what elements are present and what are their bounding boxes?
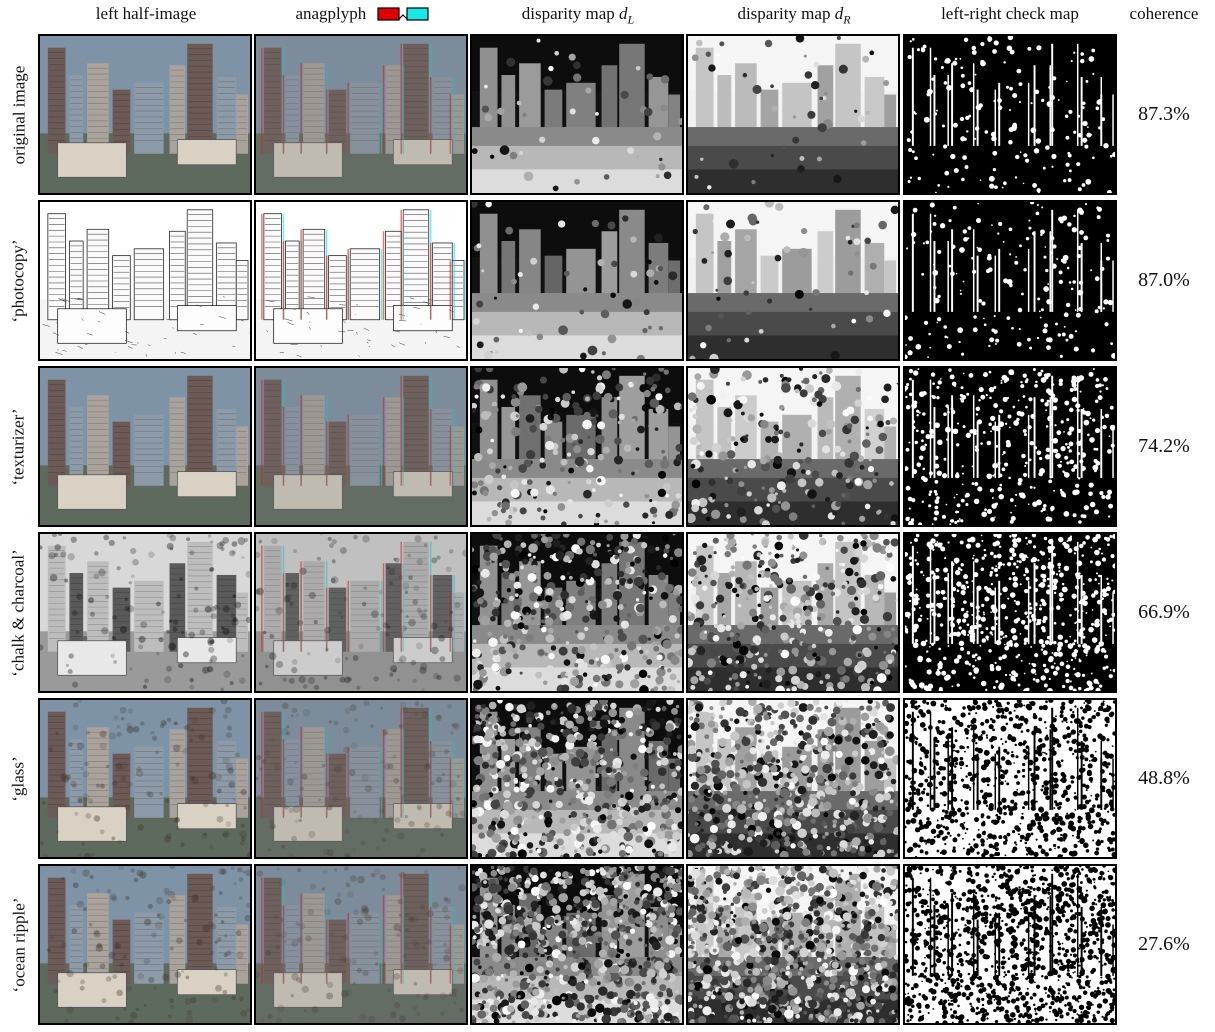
- row-label-text: ‘texturizer’: [9, 407, 28, 486]
- disparity-right-prefix: disparity map: [737, 4, 835, 23]
- disparity-right-sub: R: [843, 12, 851, 27]
- row-label: ‘photocopy’: [4, 200, 34, 361]
- left-right-check-map: [903, 532, 1117, 693]
- row-label-text: original image: [9, 65, 29, 164]
- disparity-map-right: [686, 864, 900, 1025]
- disparity-map-left-graphic: [472, 202, 682, 359]
- left-half-image-graphic: [40, 700, 250, 857]
- anaglyph-image-graphic: [256, 202, 466, 359]
- column-header-left-right-check: left-right check map: [941, 4, 1079, 23]
- left-right-check-map-graphic: [905, 866, 1115, 1023]
- disparity-map-right-graphic: [688, 534, 898, 691]
- left-right-check-map: [903, 698, 1117, 859]
- disparity-map-left-graphic: [472, 534, 682, 691]
- left-half-image-graphic: [40, 534, 250, 691]
- column-header-disparity-left: disparity map dL: [472, 4, 684, 27]
- anaglyph-image: [254, 366, 468, 527]
- row-label-text: ‘chalk & charcoal’: [9, 548, 28, 677]
- left-half-image-graphic: [40, 36, 250, 193]
- row-label: original image: [4, 34, 34, 195]
- left-half-image-graphic: [40, 866, 250, 1023]
- coherence-value: 87.3%: [1138, 102, 1190, 125]
- disparity-map-left-graphic: [472, 368, 682, 525]
- left-half-image: [38, 864, 252, 1025]
- left-half-image-graphic: [40, 368, 250, 525]
- disparity-map-right: [686, 200, 900, 361]
- left-right-check-map-graphic: [905, 36, 1115, 193]
- anaglyph-image-graphic: [256, 700, 466, 857]
- disparity-map-right-graphic: [688, 866, 898, 1023]
- disparity-map-left-graphic: [472, 700, 682, 857]
- row-label-text: ‘ocean ripple’: [9, 897, 28, 992]
- disparity-map-right: [686, 532, 900, 693]
- row-label: ‘ocean ripple’: [4, 864, 34, 1025]
- column-header-coherence: coherence: [1129, 4, 1199, 23]
- left-right-check-map: [903, 366, 1117, 527]
- anaglyph-image-graphic: [256, 866, 466, 1023]
- disparity-map-left: [470, 366, 684, 527]
- disparity-map-right-graphic: [688, 368, 898, 525]
- left-right-check-map-graphic: [905, 534, 1115, 691]
- disparity-map-left: [470, 200, 684, 361]
- disparity-map-left-graphic: [472, 36, 682, 193]
- column-header-left-half-image: left half-image: [95, 4, 197, 23]
- disparity-map-left: [470, 532, 684, 693]
- anaglyph-image: [254, 864, 468, 1025]
- anaglyph-image-graphic: [256, 534, 466, 691]
- anaglyph-glasses-icon: [376, 7, 429, 21]
- anaglyph-image-graphic: [256, 368, 466, 525]
- left-right-check-map: [903, 34, 1117, 195]
- left-right-check-map: [903, 864, 1117, 1025]
- anaglyph-image: [254, 34, 468, 195]
- disparity-map-right: [686, 698, 900, 859]
- left-half-image-graphic: [40, 202, 250, 359]
- row-label-text: ‘glass’: [9, 755, 29, 802]
- left-half-image: [38, 532, 252, 693]
- column-header-anaglyph: anagplyph: [256, 4, 468, 24]
- left-half-image: [38, 200, 252, 361]
- coherence-value: 87.0%: [1138, 268, 1190, 291]
- disparity-map-right-graphic: [688, 700, 898, 857]
- left-right-check-map-graphic: [905, 202, 1115, 359]
- disparity-left-prefix: disparity map: [521, 4, 620, 23]
- anaglyph-image: [254, 532, 468, 693]
- disparity-map-right-graphic: [688, 36, 898, 193]
- disparity-left-sub: L: [627, 12, 635, 27]
- row-label-text: ‘photocopy’: [9, 238, 28, 323]
- row-label: ‘glass’: [4, 698, 34, 859]
- disparity-map-left: [470, 864, 684, 1025]
- coherence-value: 48.8%: [1138, 766, 1190, 789]
- column-header-disparity-right: disparity map dR: [688, 4, 900, 27]
- row-label: ‘chalk & charcoal’: [4, 532, 34, 693]
- coherence-value: 74.2%: [1138, 434, 1190, 457]
- disparity-map-right: [686, 34, 900, 195]
- coherence-value: 27.6%: [1138, 932, 1190, 955]
- disparity-map-right: [686, 366, 900, 527]
- disparity-map-left-graphic: [472, 866, 682, 1023]
- left-half-image: [38, 366, 252, 527]
- anaglyph-header-text: anagplyph: [295, 4, 367, 23]
- left-right-check-map-graphic: [905, 700, 1115, 857]
- left-right-check-map: [903, 200, 1117, 361]
- coherence-value: 66.9%: [1138, 600, 1190, 623]
- disparity-left-var: d: [619, 4, 628, 23]
- anaglyph-image: [254, 698, 468, 859]
- disparity-right-var: d: [834, 4, 844, 23]
- disparity-map-left: [470, 698, 684, 859]
- disparity-map-right-graphic: [688, 202, 898, 359]
- anaglyph-image-graphic: [256, 36, 466, 193]
- anaglyph-image: [254, 200, 468, 361]
- disparity-map-left: [470, 34, 684, 195]
- left-half-image: [38, 698, 252, 859]
- left-right-check-map-graphic: [905, 368, 1115, 525]
- left-half-image: [38, 34, 252, 195]
- row-label: ‘texturizer’: [4, 366, 34, 527]
